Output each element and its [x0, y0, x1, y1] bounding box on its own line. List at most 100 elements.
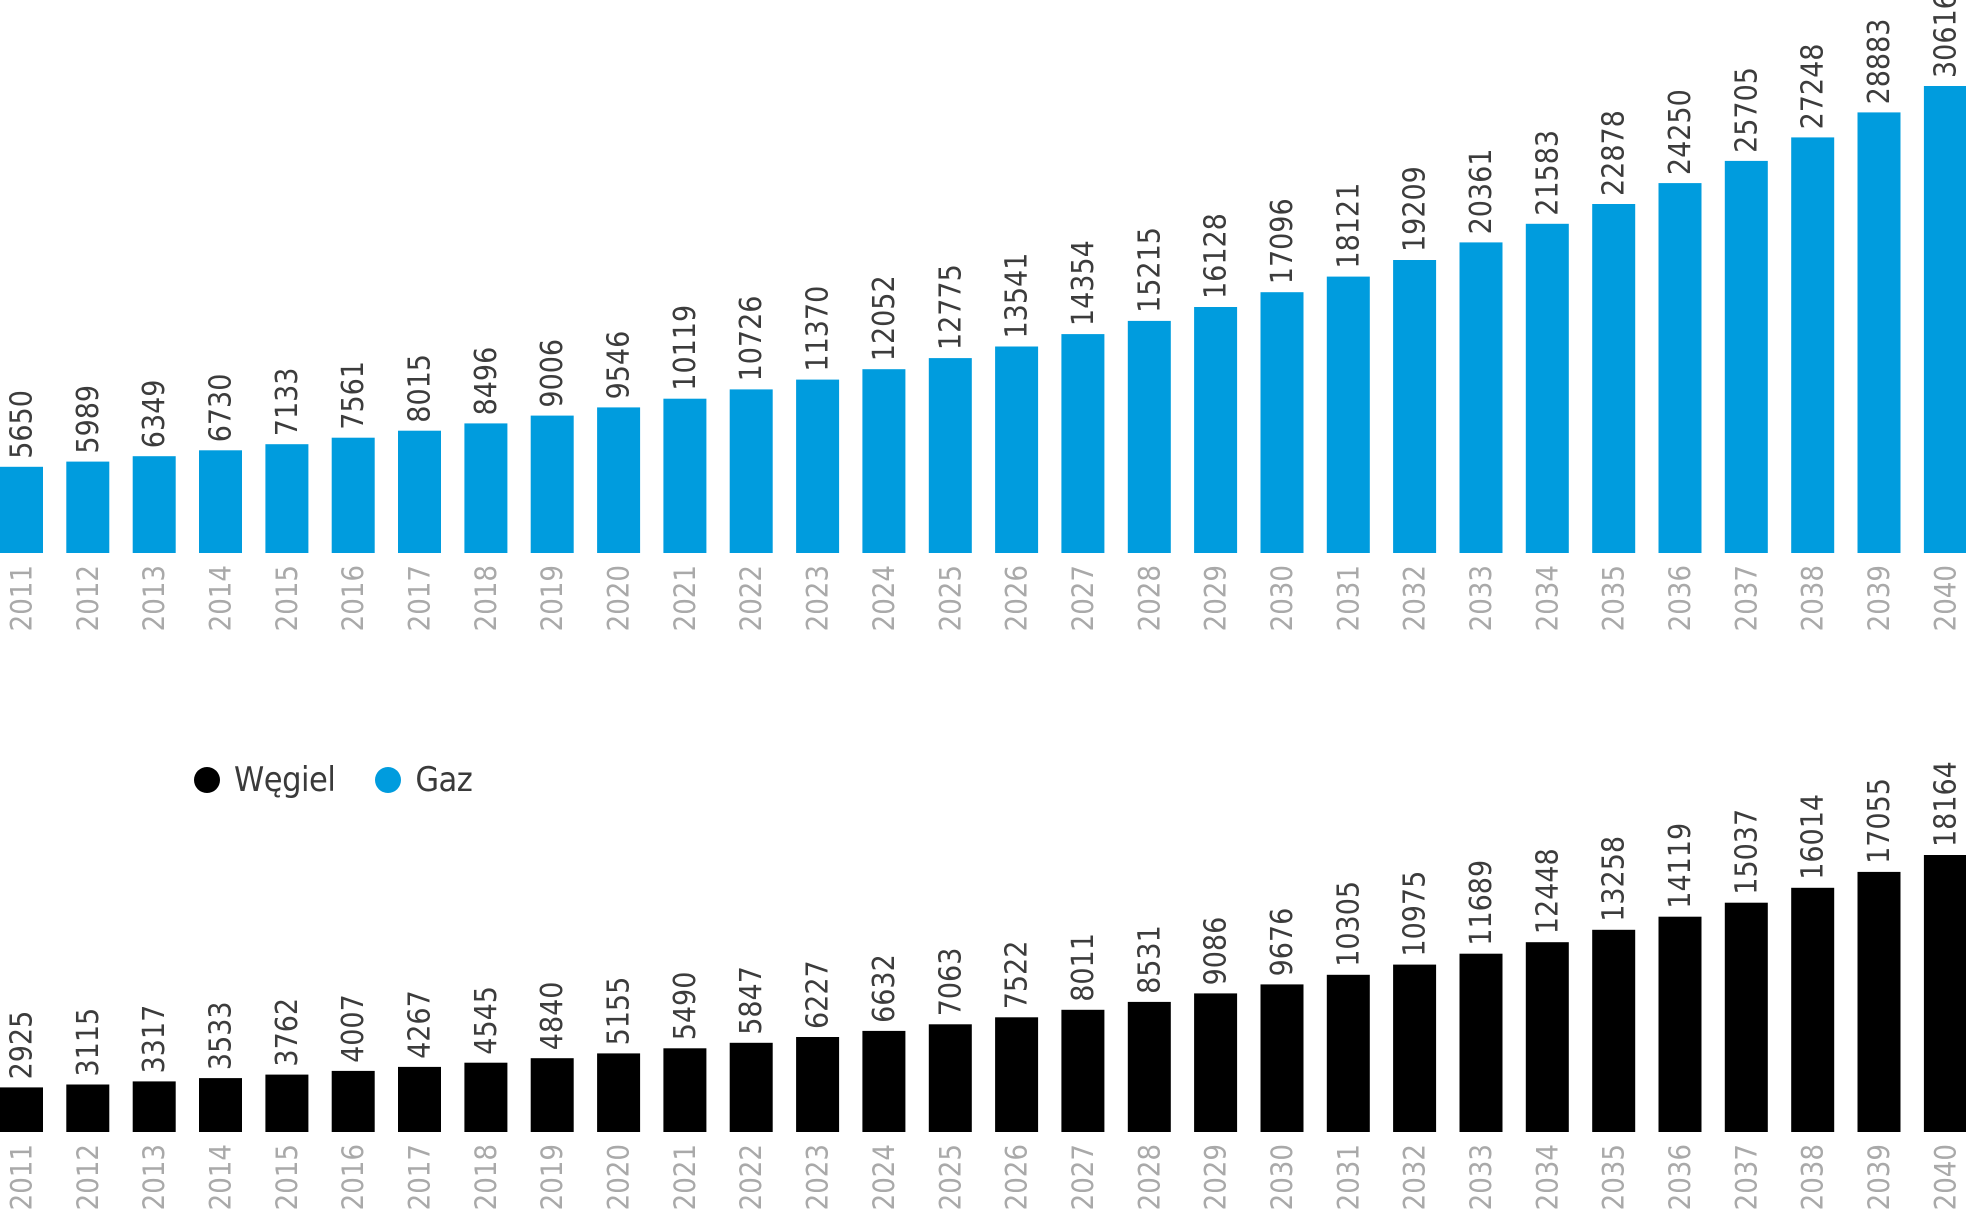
wegiel-bar-2032: [1393, 964, 1437, 1132]
gaz-value-label-2038: 27248: [1796, 44, 1831, 130]
wegiel-year-label-2040: 2040: [1928, 1144, 1962, 1210]
wegiel-bar-2021: [663, 1048, 707, 1132]
gaz-bar-2026: [995, 346, 1039, 553]
wegiel-value-label-2018: 4545: [469, 986, 504, 1055]
wegiel-value-label-2026: 7522: [1000, 941, 1035, 1010]
gaz-year-label-2018: 2018: [469, 565, 503, 631]
gaz-bar-2027: [1061, 334, 1105, 553]
gaz-value-label-2024: 12052: [867, 275, 902, 361]
gaz-year-label-2034: 2034: [1530, 565, 1564, 631]
gaz-year-label-2031: 2031: [1331, 565, 1365, 631]
wegiel-year-label-2024: 2024: [867, 1144, 901, 1210]
wegiel-year-label-2022: 2022: [734, 1144, 768, 1210]
gaz-year-label-2016: 2016: [336, 565, 370, 631]
gaz-year-label-2029: 2029: [1199, 565, 1233, 631]
wegiel-value-label-2019: 4840: [535, 982, 570, 1051]
gaz-year-label-2015: 2015: [270, 565, 304, 631]
gaz-year-label-2028: 2028: [1132, 565, 1166, 631]
wegiel-bar-2013: [132, 1081, 176, 1132]
wegiel-year-label-2017: 2017: [403, 1144, 437, 1210]
wegiel-year-label-2012: 2012: [71, 1144, 105, 1210]
wegiel-bar-2035: [1592, 929, 1636, 1132]
gaz-bar-2015: [265, 444, 309, 553]
gaz-value-label-2023: 11370: [801, 286, 836, 372]
wegiel-year-label-2032: 2032: [1398, 1144, 1432, 1210]
wegiel-bar-2029: [1194, 993, 1238, 1132]
gaz-year-label-2030: 2030: [1265, 565, 1299, 631]
wegiel-bar-2027: [1061, 1009, 1105, 1132]
wegiel-year-label-2026: 2026: [1000, 1144, 1034, 1210]
gaz-year-label-2011: 2011: [5, 565, 39, 631]
wegiel-year-label-2013: 2013: [137, 1144, 171, 1210]
gaz-year-label-2017: 2017: [403, 565, 437, 631]
gaz-year-label-2039: 2039: [1862, 565, 1896, 631]
wegiel-value-label-2032: 10975: [1398, 871, 1433, 957]
gaz-value-label-2027: 14354: [1066, 240, 1101, 326]
gaz-year-label-2040: 2040: [1928, 565, 1962, 631]
wegiel-value-label-2039: 17055: [1862, 778, 1897, 864]
wegiel-value-label-2020: 5155: [602, 977, 637, 1046]
gaz-bar-2036: [1658, 183, 1702, 553]
wegiel-value-label-2011: 2925: [5, 1011, 40, 1080]
wegiel-bar-2028: [1127, 1001, 1171, 1132]
wegiel-year-label-2027: 2027: [1066, 1144, 1100, 1210]
wegiel-year-label-2019: 2019: [535, 1144, 569, 1210]
wegiel-value-label-2023: 6227: [801, 960, 836, 1029]
wegiel-bar-2015: [265, 1074, 309, 1132]
gaz-bar-2013: [132, 456, 176, 553]
wegiel-year-label-2033: 2033: [1464, 1144, 1498, 1210]
legend-item-gaz: Gaz: [375, 760, 473, 800]
wegiel-value-label-2033: 11689: [1464, 860, 1499, 946]
wegiel-bar-2014: [199, 1078, 242, 1132]
legend-swatch-gaz: [375, 767, 402, 793]
gaz-bar-chart: 5650 2011 5989 2012 6349 2013 6730 2014 7133 2015…: [0, 0, 1966, 631]
legend: Węgiel Gaz: [194, 760, 473, 800]
gaz-value-label-2028: 15215: [1132, 227, 1167, 313]
gaz-value-label-2014: 6730: [204, 374, 239, 443]
wegiel-year-label-2018: 2018: [469, 1144, 503, 1210]
gaz-bar-2011: [0, 466, 43, 553]
wegiel-value-label-2034: 12448: [1530, 848, 1565, 934]
wegiel-value-label-2017: 4267: [403, 990, 438, 1059]
gaz-value-label-2031: 18121: [1331, 183, 1366, 269]
wegiel-year-label-2023: 2023: [801, 1144, 835, 1210]
gaz-bar-2019: [530, 415, 574, 553]
wegiel-value-label-2038: 16014: [1796, 794, 1831, 880]
wegiel-value-label-2031: 10305: [1331, 881, 1366, 967]
wegiel-year-label-2029: 2029: [1199, 1144, 1233, 1210]
wegiel-bar-2038: [1791, 887, 1835, 1132]
wegiel-year-label-2039: 2039: [1862, 1144, 1896, 1210]
gaz-bar-2032: [1393, 260, 1437, 553]
gaz-value-label-2033: 20361: [1464, 149, 1499, 235]
wegiel-year-label-2031: 2031: [1331, 1144, 1365, 1210]
gaz-bar-2030: [1260, 292, 1304, 553]
gaz-bar-2038: [1791, 137, 1835, 553]
wegiel-bar-2026: [995, 1017, 1039, 1132]
gaz-value-label-2025: 12775: [933, 264, 968, 350]
gaz-year-label-2020: 2020: [602, 565, 636, 631]
wegiel-value-label-2022: 5847: [734, 966, 769, 1035]
gaz-bar-2034: [1525, 223, 1569, 554]
gaz-bar-2037: [1724, 160, 1768, 553]
gaz-year-label-2013: 2013: [137, 565, 171, 631]
legend-item-wegiel: Węgiel: [194, 760, 336, 800]
gaz-bar-2018: [464, 423, 508, 553]
gaz-bar-2017: [398, 430, 441, 553]
gaz-value-label-2026: 13541: [1000, 253, 1035, 339]
wegiel-year-label-2030: 2030: [1265, 1144, 1299, 1210]
wegiel-value-label-2014: 3533: [204, 1001, 239, 1070]
gaz-bar-2039: [1857, 112, 1901, 554]
wegiel-bar-2017: [398, 1066, 441, 1132]
wegiel-bar-2011: [0, 1087, 43, 1132]
wegiel-bar-2022: [729, 1042, 773, 1132]
wegiel-year-label-2011: 2011: [5, 1144, 39, 1210]
wegiel-year-label-2020: 2020: [602, 1144, 636, 1210]
wegiel-value-label-2012: 3115: [71, 1008, 106, 1077]
gaz-year-label-2014: 2014: [204, 565, 238, 631]
gaz-value-label-2013: 6349: [137, 380, 172, 449]
gaz-value-label-2016: 7561: [336, 361, 371, 430]
gaz-value-label-2029: 16128: [1199, 213, 1234, 299]
wegiel-bar-2033: [1459, 953, 1503, 1132]
wegiel-bar-2036: [1658, 916, 1702, 1132]
